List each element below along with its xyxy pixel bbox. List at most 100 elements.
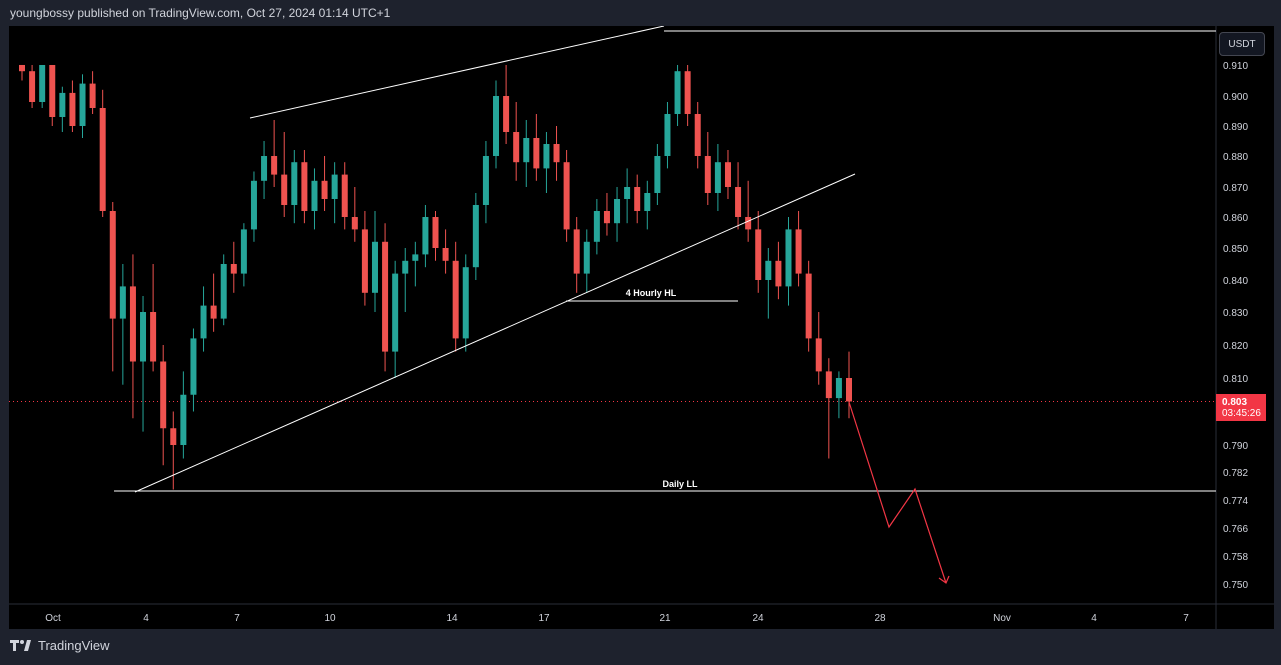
y-tick-label: 0.850 <box>1223 244 1248 255</box>
candle-body <box>109 211 116 319</box>
y-tick-label: 0.860 <box>1223 213 1248 224</box>
candle-body <box>230 264 237 274</box>
candle-body <box>493 96 500 156</box>
candle-body <box>29 71 36 102</box>
y-tick-label: 0.774 <box>1223 496 1248 507</box>
candle-body <box>775 260 782 287</box>
candle-body <box>261 156 268 181</box>
candle-body <box>573 229 580 274</box>
x-tick-label: 10 <box>324 613 336 624</box>
candlestick-chart[interactable]: 0.910 0.900 0.890 0.880 0.870 0.860 0.850 0.840… <box>9 26 1274 629</box>
candle-body <box>624 187 631 199</box>
candle-body <box>785 229 792 287</box>
candle-body <box>119 286 126 319</box>
candle-body <box>533 138 540 169</box>
y-tick-label: 0.810 <box>1223 374 1248 385</box>
y-tick-label: 0.890 <box>1223 122 1248 133</box>
candle-body <box>240 229 247 274</box>
candle-body <box>371 241 378 293</box>
candle-body <box>755 229 762 280</box>
candle-body <box>39 64 46 102</box>
candle-body <box>704 156 711 193</box>
tradingview-logo-icon <box>10 639 31 651</box>
candle-body <box>160 361 167 429</box>
candle-body <box>79 83 86 126</box>
candle-body <box>382 241 389 352</box>
projection-path <box>848 401 947 584</box>
candle-body <box>49 64 56 117</box>
chart-pane[interactable]: 0.910 0.900 0.890 0.880 0.870 0.860 0.850 0.840… <box>9 26 1274 629</box>
x-tick-label: 14 <box>446 613 458 624</box>
candle-body <box>321 180 328 199</box>
candle-body <box>89 83 96 108</box>
daily-ll-label: Daily LL <box>662 479 698 489</box>
candle-body <box>553 144 560 163</box>
candle-body <box>452 260 459 339</box>
x-tick-label: 17 <box>538 613 550 624</box>
candle-body <box>341 174 348 217</box>
candle-body <box>825 371 832 399</box>
candle-body <box>271 156 278 175</box>
candle-body <box>301 162 308 211</box>
candle-body <box>402 260 409 274</box>
x-tick-label: Oct <box>45 613 61 624</box>
candle-body <box>735 187 742 217</box>
candle-body <box>593 211 600 242</box>
candle-body <box>210 305 217 319</box>
candle-body <box>614 199 621 224</box>
candle-body <box>422 217 429 255</box>
currency-button[interactable]: USDT <box>1219 32 1265 56</box>
candle-body <box>503 96 510 132</box>
x-tick-label: Nov <box>993 613 1011 624</box>
y-tick-label: 0.782 <box>1223 468 1248 479</box>
candle-body <box>220 264 227 319</box>
y-tick-label: 0.758 <box>1223 552 1248 563</box>
candle-body <box>664 114 671 156</box>
projection-arrowhead <box>938 575 950 584</box>
y-tick-label: 0.870 <box>1223 183 1248 194</box>
candle-body <box>200 305 207 339</box>
x-tick-label: 4 <box>143 613 149 624</box>
publish-info: youngbossy published on TradingView.com,… <box>10 6 391 20</box>
candle-body <box>765 260 772 280</box>
candle-body <box>694 114 701 156</box>
footer: TradingView <box>10 638 110 653</box>
y-tick-label: 0.880 <box>1223 152 1248 163</box>
candle-body <box>250 180 257 230</box>
candle-body <box>331 174 338 199</box>
candle-body <box>140 312 147 362</box>
x-tick-label: 24 <box>752 613 764 624</box>
y-tick-label: 0.766 <box>1223 524 1248 535</box>
candle-body <box>513 132 520 163</box>
candle-body <box>129 286 136 362</box>
candle-body <box>644 193 651 211</box>
y-tick-label: 0.900 <box>1223 92 1248 103</box>
candle-body <box>150 312 157 362</box>
candle-body <box>19 64 25 72</box>
wedge-lower-trendline <box>134 173 856 493</box>
bar-countdown: 03:45:26 <box>1222 408 1261 419</box>
candle-body <box>543 144 550 169</box>
y-tick-label: 0.910 <box>1223 61 1248 72</box>
candle-body <box>291 162 298 205</box>
candle-body <box>684 71 691 114</box>
candle-body <box>170 428 177 445</box>
last-price-label: 0.803 03:45:26 <box>1216 394 1266 421</box>
brand-name: TradingView <box>38 638 110 653</box>
candle-body <box>815 338 822 372</box>
candle-body <box>69 92 76 126</box>
candle-body <box>563 162 570 230</box>
candle-body <box>523 138 530 163</box>
candle-body <box>603 211 610 224</box>
candle-body <box>724 162 731 187</box>
candle-body <box>59 92 66 117</box>
candle-body <box>583 241 590 274</box>
candle-body <box>412 254 419 261</box>
wedge-upper-trendline <box>249 26 665 119</box>
y-tick-label: 0.820 <box>1223 341 1248 352</box>
candle-body <box>795 229 802 274</box>
x-tick-label: 21 <box>659 613 671 624</box>
candle-body <box>392 273 399 352</box>
candle-body <box>180 394 187 445</box>
candle-body <box>462 267 469 339</box>
